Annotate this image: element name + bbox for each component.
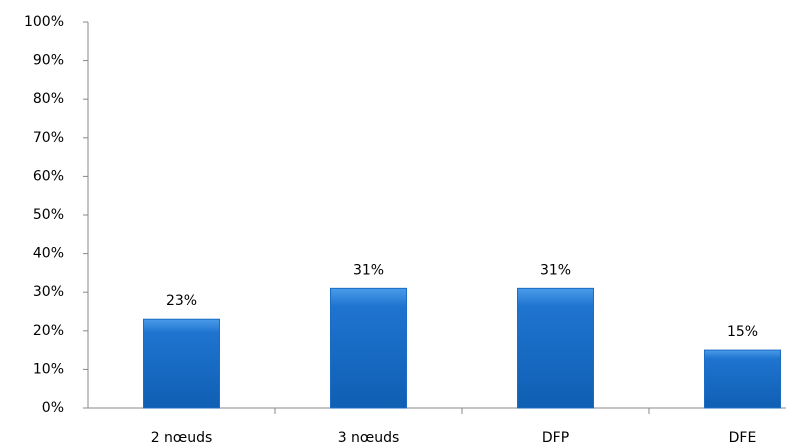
value-label: 23% [166,293,197,309]
x-tick-label: DFE [729,430,757,446]
bar [704,349,781,409]
x-tick-label: DFP [542,430,569,446]
x-tick-label: 3 nœuds [338,430,400,446]
y-tick-label: 40% [33,246,64,262]
value-label: 15% [727,324,758,340]
bar [143,318,220,409]
y-tick-label: 10% [33,361,64,377]
y-tick-label: 90% [33,53,64,69]
y-tick-label: 0% [42,400,64,416]
bar [517,287,594,409]
y-tick-label: 30% [33,284,64,300]
value-label: 31% [540,262,571,278]
bar [330,287,407,409]
x-tick-label: 2 nœuds [151,430,213,446]
y-tick-label: 60% [33,168,64,184]
value-label: 31% [353,262,384,278]
y-tick-label: 100% [24,14,64,30]
y-tick-label: 50% [33,207,64,223]
y-tick-label: 80% [33,91,64,107]
y-tick-label: 20% [33,323,64,339]
y-tick-label: 70% [33,130,64,146]
